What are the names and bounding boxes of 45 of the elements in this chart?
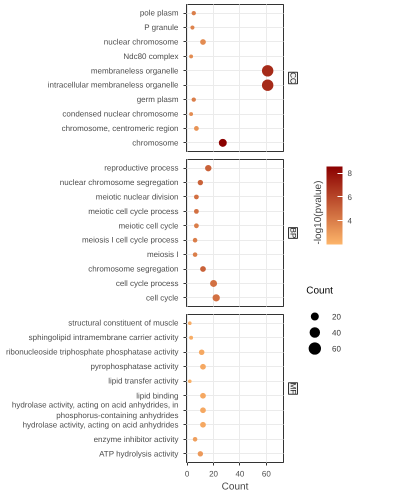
y-tick-label: germ plasm: [136, 95, 179, 104]
y-tick-label: meiosis I: [146, 250, 178, 260]
y-tick-label: lipid transfer activity: [108, 376, 179, 386]
y-tick-label: sphingolipid intramembrane carrier activity: [28, 333, 179, 342]
x-tick-label: 0: [184, 470, 190, 478]
y-tick-label: ribonucleoside triphosphate phosphatase activity: [6, 348, 179, 357]
y-tick-label: ATP hydrolysis activity: [99, 449, 178, 458]
color-bar-label: 6: [348, 192, 352, 202]
y-tick-label: pole plasm: [140, 8, 179, 18]
y-tick-label: Ndc80 complex: [123, 52, 179, 61]
y-tick-label: meiotic cell cycle process: [88, 206, 178, 216]
y-tick-label: pyrophosphatase activity: [90, 362, 179, 372]
y-tick-label: structural constituent of muscle: [68, 318, 180, 328]
y-tick-label: reproductive process: [104, 164, 179, 173]
y-tick-label: membraneless organelle: [90, 66, 180, 76]
text: MF: [288, 382, 298, 394]
y-tick-label: cell cycle process: [116, 278, 178, 288]
y-tick-label: intracellular membraneless organelle: [48, 80, 180, 90]
y-tick-label: hydrolase activity, acting on acid anhydrides: [22, 420, 178, 430]
y-tick-label: meiosis I cell cycle process: [82, 236, 179, 245]
y-tick-label: cell cycle: [146, 293, 180, 302]
y-tick-label: meiotic cell cycle: [118, 221, 180, 230]
y-tick-label: enzyme inhibitor activity: [94, 434, 178, 444]
x-axis-title: Count: [222, 482, 249, 492]
y-tick-label: chromosome, centromeric region: [62, 124, 179, 133]
x-tick-label: 60: [262, 470, 272, 478]
y-tick-label: P granule: [144, 23, 179, 32]
color-bar-title: -log10(pvalue): [313, 180, 324, 244]
legend-label: 40: [332, 328, 342, 338]
legend-title: Count: [306, 286, 334, 296]
x-tick-label: 20: [209, 470, 219, 478]
x-tick-label: 40: [236, 470, 245, 478]
legend-label: 20: [332, 312, 342, 322]
y-tick-label: nuclear chromosome: [104, 37, 180, 46]
y-tick-label: chromosome segregation: [88, 264, 179, 274]
text: CC: [288, 72, 298, 84]
y-tick-label: condensed nuclear chromosome: [62, 110, 180, 119]
color-bar-label: 8: [348, 169, 352, 178]
y-tick-label: lipid binding: [136, 391, 179, 400]
text: BP: [288, 228, 298, 238]
y-tick-label: nuclear chromosome segregation: [60, 178, 179, 188]
color-bar-label: 4: [348, 216, 352, 226]
y-tick-label: meiotic nuclear division: [96, 192, 178, 202]
legend-label: 60: [332, 344, 342, 354]
y-tick-label: chromosome: [132, 138, 180, 148]
